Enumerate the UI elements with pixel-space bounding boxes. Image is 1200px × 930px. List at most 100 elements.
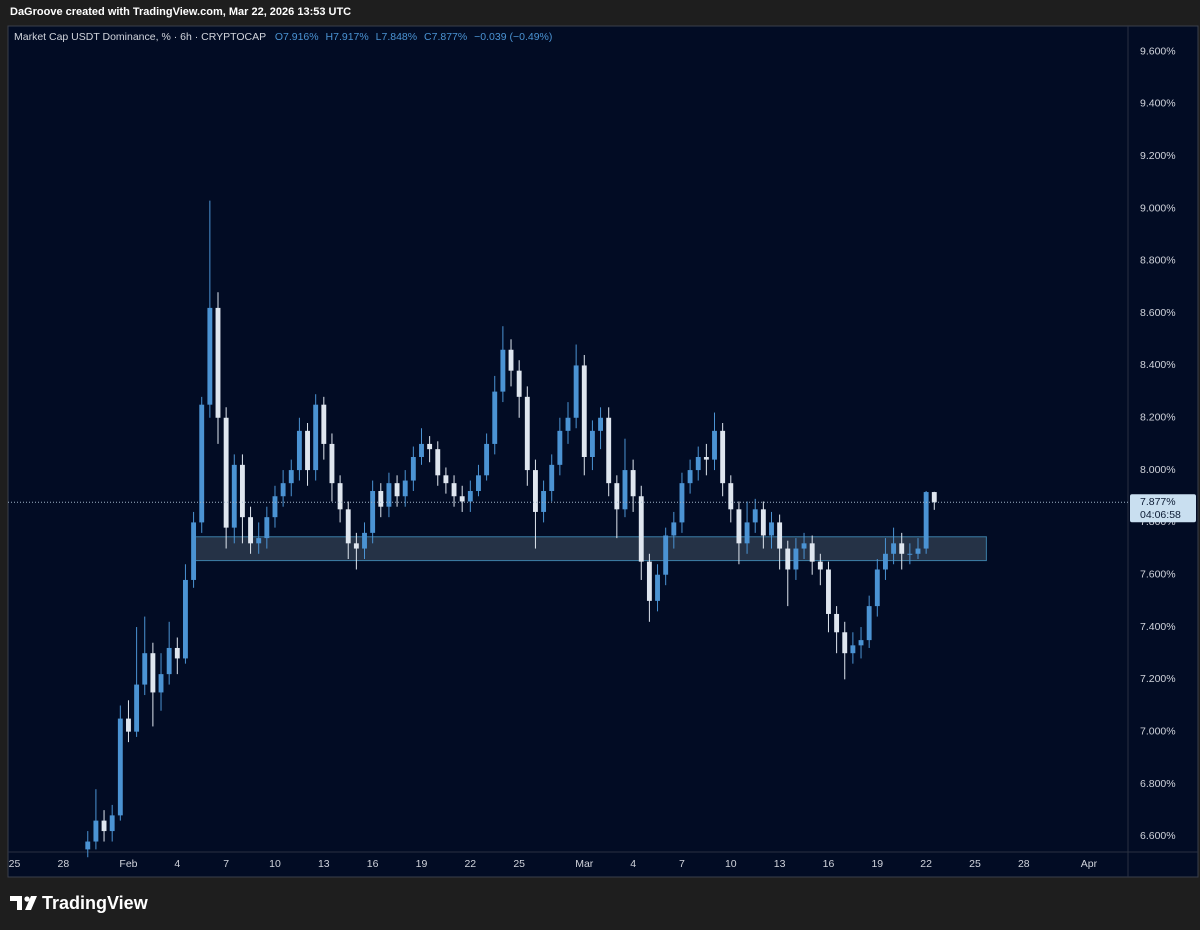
candle-body <box>850 645 856 654</box>
candle-body <box>720 430 726 484</box>
candle-body <box>695 457 701 471</box>
candle-body <box>638 496 644 562</box>
candle-body <box>712 430 717 460</box>
candle-body <box>296 430 302 471</box>
x-tick-label: 10 <box>269 858 281 870</box>
candle-body <box>524 396 530 471</box>
legend-row: Market Cap USDT Dominance, % · 6h · CRYP… <box>14 31 552 43</box>
candle-body <box>231 464 237 528</box>
candle-body <box>777 522 783 549</box>
legend-close: C7.877% <box>424 31 467 43</box>
candle-body <box>500 349 506 392</box>
brand-logo: TradingView <box>10 893 149 913</box>
candle-body <box>728 483 734 510</box>
candle-body <box>622 470 628 510</box>
candle-body <box>891 543 897 554</box>
candle-body <box>679 483 685 523</box>
y-tick-label: 7.400% <box>1140 621 1176 633</box>
candle-body <box>581 365 587 458</box>
y-tick-label: 9.000% <box>1140 202 1176 214</box>
candle-body <box>191 522 197 580</box>
x-tick-label: Feb <box>119 858 137 870</box>
candle-body <box>842 632 848 654</box>
y-tick-label: 8.800% <box>1140 255 1176 267</box>
candle-body <box>533 470 538 512</box>
x-tick-label: 25 <box>513 858 525 870</box>
candle-body <box>793 548 799 570</box>
candle-body <box>85 841 91 850</box>
candle-body <box>256 538 262 544</box>
y-tick-label: 6.800% <box>1140 778 1176 790</box>
candle-body <box>858 640 864 646</box>
candle-body <box>760 509 766 536</box>
last-price-box <box>1130 494 1196 523</box>
candle-body <box>809 543 815 562</box>
logo-mark <box>10 896 22 910</box>
x-tick-label: 10 <box>725 858 737 870</box>
y-tick-label: 9.400% <box>1140 98 1176 110</box>
candle-body <box>826 569 831 614</box>
candle-body <box>467 491 473 502</box>
x-tick-label: Mar <box>575 858 594 870</box>
candle-body <box>801 543 807 549</box>
candle-body <box>834 613 840 633</box>
candle-body <box>476 475 481 492</box>
candle-body <box>663 535 669 575</box>
candle-body <box>451 483 457 497</box>
y-tick-label: 8.400% <box>1140 359 1176 371</box>
y-tick-label: 7.200% <box>1140 673 1176 685</box>
candle-body <box>313 404 319 471</box>
candle-body <box>907 553 913 555</box>
candle-body <box>752 509 758 523</box>
candle-body <box>288 470 294 484</box>
x-tick-label: 22 <box>464 858 476 870</box>
chart-panel <box>7 25 1199 878</box>
candle-body <box>508 349 514 371</box>
x-tick-label: 16 <box>367 858 379 870</box>
y-tick-label: 8.200% <box>1140 412 1176 424</box>
candle-body <box>484 443 490 476</box>
x-tick-label: 25 <box>969 858 981 870</box>
candle-body <box>589 430 595 458</box>
candle-body <box>199 404 205 523</box>
candle-body <box>329 443 335 484</box>
candle-body <box>516 370 522 397</box>
x-tick-label: 13 <box>318 858 330 870</box>
candle-body <box>573 365 579 418</box>
x-tick-label: 19 <box>871 858 883 870</box>
last-price-label: 7.877% <box>1140 496 1176 508</box>
candle-body <box>703 457 709 460</box>
candle-body <box>883 553 888 570</box>
x-tick-label: 16 <box>823 858 835 870</box>
candle-body <box>386 483 392 507</box>
legend-open: O7.916% <box>275 31 319 43</box>
y-tick-label: 9.200% <box>1140 150 1176 162</box>
candle-body <box>345 509 351 544</box>
header-caption: DaGroove created with TradingView.com, M… <box>10 6 351 18</box>
candle-body <box>150 653 156 693</box>
candle-body <box>655 574 660 601</box>
logo-slash <box>25 896 37 910</box>
candle-body <box>215 307 221 418</box>
candle-body <box>410 457 416 481</box>
candle-body <box>541 491 547 512</box>
candle-body <box>744 522 750 544</box>
candle-body <box>687 470 693 484</box>
x-tick-label: 4 <box>174 858 180 870</box>
candle-body <box>126 718 131 732</box>
candle-body <box>370 491 376 533</box>
candle-body <box>492 391 498 444</box>
x-tick-label: 28 <box>58 858 70 870</box>
candle-body <box>362 532 367 549</box>
x-tick-label: 19 <box>416 858 428 870</box>
candle-body <box>923 492 929 549</box>
candle-body <box>321 404 327 444</box>
x-tick-label: 22 <box>920 858 932 870</box>
candle-body <box>671 522 677 536</box>
candle-body <box>915 548 921 554</box>
countdown-label: 04:06:58 <box>1140 509 1181 521</box>
y-tick-label: 6.600% <box>1140 830 1176 842</box>
candle-body <box>402 480 408 497</box>
candle-body <box>109 815 115 832</box>
